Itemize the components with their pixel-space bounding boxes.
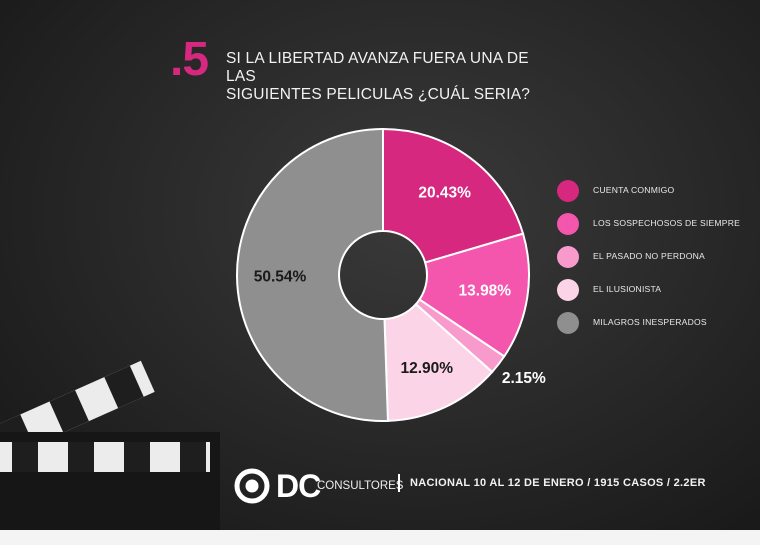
dc-logo-icon bbox=[234, 468, 270, 504]
bottom-strip bbox=[0, 530, 760, 545]
question-text: SI LA LIBERTAD AVANZA FUERA UNA DE LAS S… bbox=[226, 50, 556, 104]
question-line-2: SIGUIENTES PELICULAS ¿CUÁL SERIA? bbox=[226, 86, 531, 103]
pie-slice-1 bbox=[382, 127, 525, 264]
legend-label: EL ILUSIONISTA bbox=[593, 284, 662, 294]
question-line-1: SI LA LIBERTAD AVANZA FUERA UNA DE LAS bbox=[226, 50, 529, 85]
legend-swatch bbox=[557, 213, 579, 235]
legend-swatch bbox=[557, 246, 579, 268]
legend-label: LOS SOSPECHOSOS DE SIEMPRE bbox=[593, 218, 741, 228]
clapperboard-icon bbox=[0, 360, 220, 530]
pie-slice-4 bbox=[383, 302, 494, 422]
data-label-2: 13.98% bbox=[459, 283, 512, 300]
infographic-background: .5 SI LA LIBERTAD AVANZA FUERA UNA DE LA… bbox=[0, 0, 760, 530]
pie-slice-2 bbox=[418, 232, 530, 358]
question-number: .5 bbox=[170, 33, 209, 86]
data-label-3: 2.15% bbox=[502, 370, 546, 387]
data-label-1: 20.43% bbox=[418, 184, 471, 201]
legend-label: EL PASADO NO PERDONA bbox=[593, 251, 705, 261]
donut-chart: 20.43% 13.98% 2.15% 12.90% 50.54% bbox=[236, 127, 546, 422]
pie-slice-5 bbox=[236, 127, 389, 422]
brand-name: DC bbox=[276, 468, 321, 504]
data-label-4: 12.90% bbox=[401, 360, 454, 377]
legend-swatch bbox=[557, 279, 579, 301]
legend-label: CUENTA CONMIGO bbox=[593, 185, 675, 195]
legend-swatch bbox=[557, 180, 579, 202]
brand-subtitle: CONSULTORES bbox=[317, 480, 404, 492]
legend-swatch bbox=[557, 312, 579, 334]
data-label-5: 50.54% bbox=[254, 269, 307, 286]
legend-label: MILAGROS INESPERADOS bbox=[593, 317, 707, 327]
footer-divider bbox=[398, 474, 400, 492]
survey-info: NACIONAL 10 AL 12 DE ENERO / 1915 CASOS … bbox=[410, 477, 706, 489]
